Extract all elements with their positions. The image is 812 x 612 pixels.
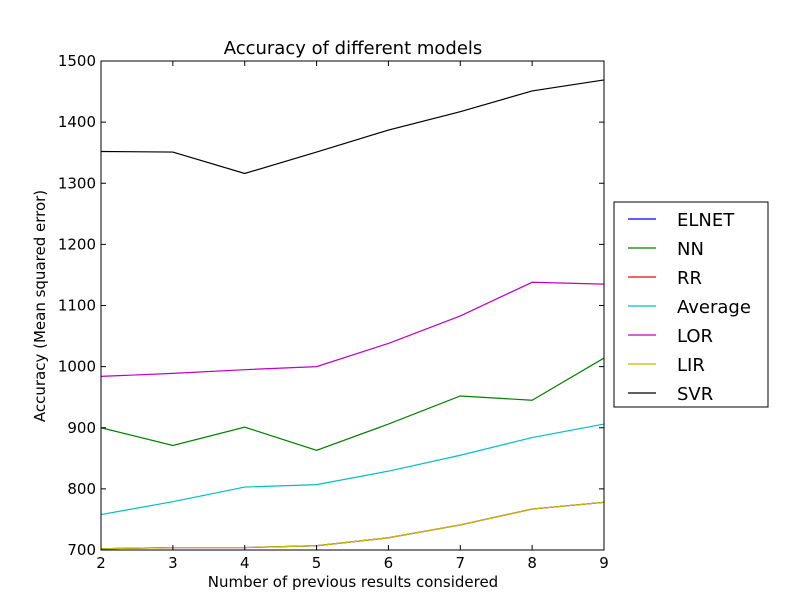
y-tick-label: 1400 xyxy=(58,113,96,131)
y-tick-label: 1100 xyxy=(58,297,96,315)
x-tick-label: 2 xyxy=(96,554,106,572)
legend-label: LIR xyxy=(677,355,705,376)
x-tick-label: 4 xyxy=(240,554,250,572)
legend: ELNET NN RR Average LOR LIR SVR xyxy=(613,201,769,408)
legend-label: LOR xyxy=(677,326,713,347)
y-tick-label: 1500 xyxy=(58,52,96,70)
x-tick-label: 9 xyxy=(599,554,609,572)
y-tick-label: 1200 xyxy=(58,235,96,253)
legend-label: SVR xyxy=(677,384,713,405)
legend-label: RR xyxy=(677,268,702,289)
x-axis-label: Number of previous results considered xyxy=(208,573,498,591)
series-line-average xyxy=(100,423,605,516)
series-line-svr xyxy=(100,79,605,175)
axis-ticks: 2 3 4 5 6 7 8 9 700 800 900 1000 1100 1200 1300 1400 150… xyxy=(58,52,609,572)
y-tick-label: 1000 xyxy=(58,358,96,376)
y-tick-label: 800 xyxy=(67,480,96,498)
legend-label: NN xyxy=(677,239,704,260)
x-tick-label: 3 xyxy=(168,554,178,572)
chart-title: Accuracy of different models xyxy=(224,38,483,59)
series-line-lir xyxy=(100,501,605,550)
series-line-nn xyxy=(100,357,605,452)
x-tick-label: 7 xyxy=(456,554,466,572)
x-tick-label: 8 xyxy=(527,554,537,572)
y-tick-label: 900 xyxy=(67,419,96,437)
legend-label: ELNET xyxy=(677,210,735,231)
series-line-lor xyxy=(100,281,605,377)
series-lines xyxy=(100,79,605,550)
legend-label: Average xyxy=(677,297,751,318)
legend-box xyxy=(613,201,769,408)
y-tick-label: 1300 xyxy=(58,174,96,192)
y-axis-label: Accuracy (Mean squared error) xyxy=(31,190,49,422)
x-tick-label: 5 xyxy=(312,554,322,572)
x-tick-label: 6 xyxy=(384,554,394,572)
y-tick-label: 700 xyxy=(67,541,96,559)
